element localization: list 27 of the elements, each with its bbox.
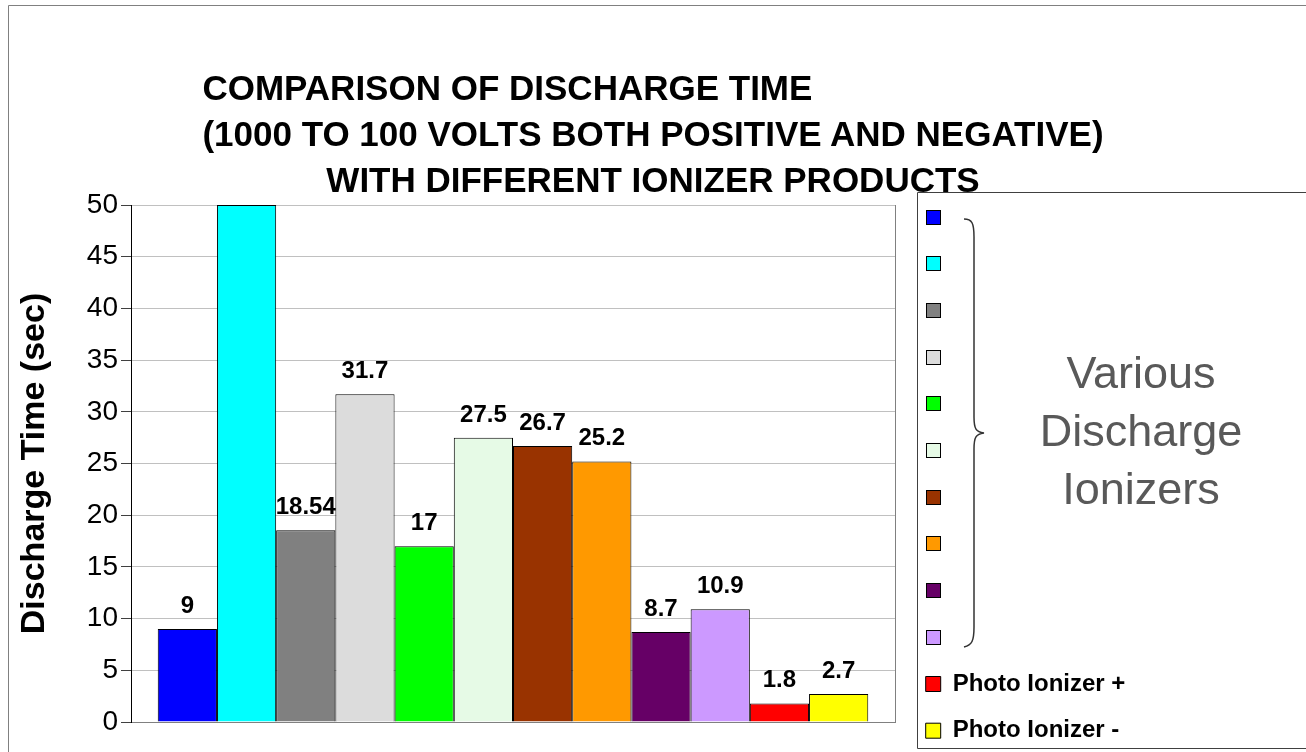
y-tick-label: 25 [86,446,118,478]
data-label: 8.7 [644,594,678,622]
data-label: 17 [410,508,438,536]
data-label: 1.8 [762,665,797,693]
y-tick-label: 45 [86,239,118,271]
text: Various Discharge Ionizers [1039,346,1243,516]
y-tick-label: 40 [86,291,118,323]
data-label: 26.7 [519,407,566,435]
data-label: 9 [180,590,195,618]
y-tick-label: 0 [102,704,118,736]
data-label: 2.7 [821,656,856,684]
y-tick-label: 50 [86,187,118,219]
data-label: 10.9 [696,571,744,599]
data-label: 27.5 [460,399,507,427]
y-axis-title: Discharge Time (sec) [12,292,51,635]
y-tick-label: 5 [102,653,118,685]
data-label: 31.7 [341,356,389,384]
legend-label: Photo Ionizer - [952,715,1120,743]
data-label: 25.2 [578,423,626,451]
y-tick-label: 10 [86,601,118,633]
y-tick-label: 35 [86,342,118,374]
y-tick-label: 30 [86,394,118,426]
data-label: 18.54 [275,492,337,520]
y-tick-label: 15 [86,549,118,581]
y-tick-label: 20 [86,497,118,529]
legend-label: Photo Ionizer + [952,668,1126,696]
chart-title: COMPARISON OF DISCHARGE TIME (1000 TO 100 VOLTS BOTH POSITIVE AND NEGATIVE) WITH DIFFERENT IONIZER PRODUCTS [202,67,1104,201]
